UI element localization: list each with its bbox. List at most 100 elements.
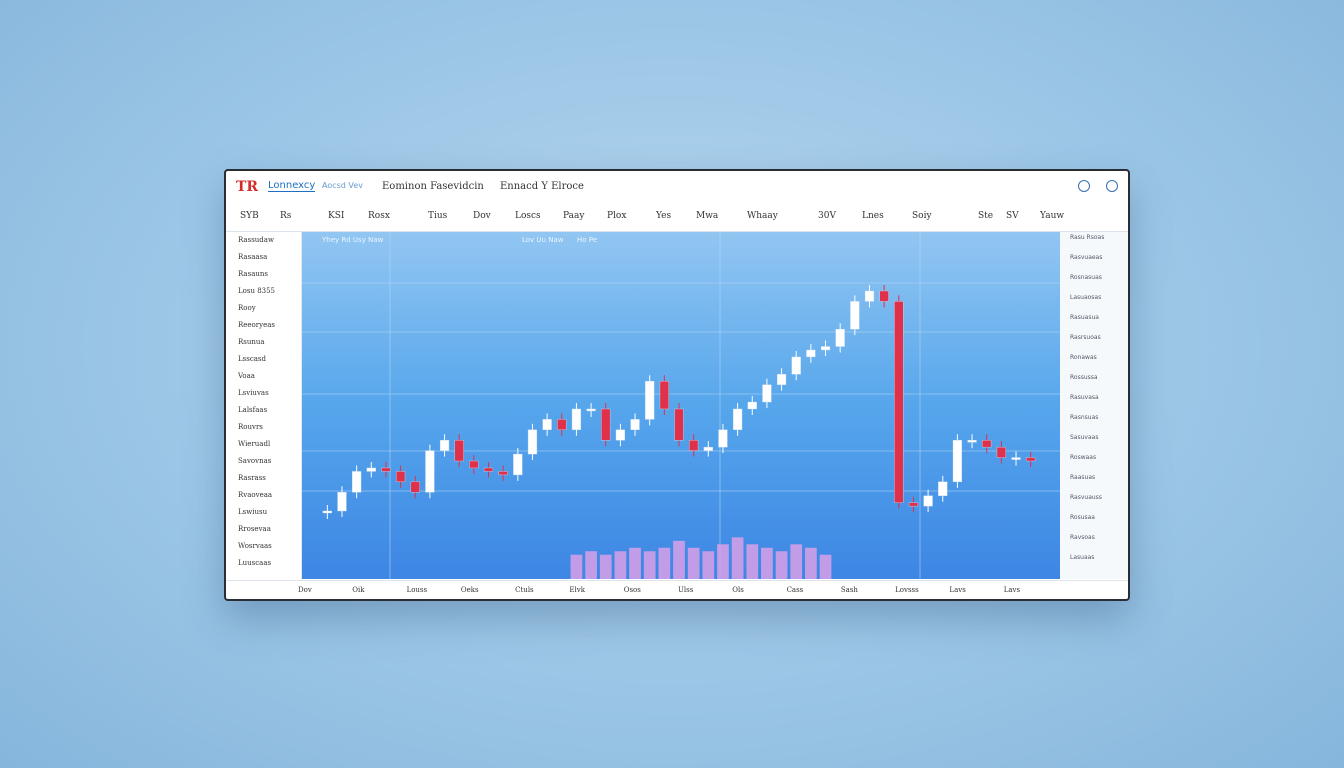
panel-item[interactable]: Rosnasuas — [1070, 274, 1102, 281]
chart-label: Ho Pe — [577, 236, 597, 244]
sidebar-item[interactable]: Rooy — [238, 304, 256, 312]
panel-item[interactable]: Rasuasua — [1070, 314, 1099, 321]
sidebar-item[interactable]: Lalsfaas — [238, 406, 268, 414]
sidebar: Rassudaw Rasaasa Rasauns Losu 8355 Rooy Reeor… — [226, 232, 302, 579]
sidebar-item[interactable]: Lsviuvas — [238, 389, 269, 397]
toolbar-item[interactable]: Loscs — [515, 211, 541, 221]
toolbar-item[interactable]: Yes — [656, 211, 672, 221]
volume-bar — [585, 551, 597, 579]
panel-item[interactable]: Rasu Rsoas — [1070, 234, 1105, 241]
toolbar-item[interactable]: Ste — [978, 211, 994, 221]
brand[interactable]: Lonnexcy — [268, 180, 316, 192]
sidebar-item[interactable]: Rvaoveaa — [238, 491, 273, 499]
toolbar-item[interactable]: 30V — [818, 211, 836, 221]
volume-bar — [717, 544, 729, 579]
candle-body — [689, 439, 699, 451]
candle-body — [586, 408, 596, 412]
panel-item[interactable]: Ronawas — [1070, 354, 1097, 361]
volume-bar — [746, 544, 759, 579]
candle-body — [703, 446, 713, 451]
candle-body — [938, 481, 948, 496]
candle-body — [908, 502, 919, 507]
settings-icon[interactable] — [1078, 180, 1090, 192]
x-axis-label: Oik — [352, 586, 365, 594]
panel-item[interactable]: Sasuvaas — [1070, 434, 1099, 441]
panel-item[interactable]: Rossussa — [1070, 374, 1098, 381]
x-axis-label: Ulss — [678, 586, 694, 594]
sidebar-item[interactable]: Losu 8355 — [238, 287, 276, 295]
sidebar-item[interactable]: Rrosevaa — [238, 525, 271, 533]
sidebar-item[interactable]: Wieruadl — [238, 440, 271, 448]
sidebar-item[interactable]: Rouvrs — [238, 423, 263, 431]
candle-body — [659, 381, 669, 410]
volume-bar — [673, 540, 685, 579]
sidebar-item[interactable]: Luuscaas — [238, 559, 272, 567]
x-axis-label: Elvk — [569, 586, 585, 594]
account-icon[interactable] — [1106, 180, 1118, 192]
sidebar-item[interactable]: Reeoryeas — [238, 321, 275, 329]
volume-bar — [761, 547, 773, 579]
toolbar-item[interactable]: Rs — [280, 211, 292, 221]
volume-bar — [614, 551, 627, 579]
panel-item[interactable]: Ravsoas — [1070, 534, 1095, 541]
panel-item[interactable]: Rasnsuas — [1070, 414, 1099, 421]
app-window: TR Lonnexcy Aocsd Vev Eominon Fasevidcin… — [224, 169, 1130, 601]
candle-body — [645, 381, 655, 420]
volume-bar — [805, 547, 817, 579]
toolbar-item[interactable]: Whaay — [747, 211, 778, 221]
toolbar-item[interactable]: Plox — [607, 211, 627, 221]
panel-item[interactable]: Raasuas — [1070, 474, 1096, 481]
candle-body — [1011, 457, 1021, 460]
candle-body — [601, 408, 611, 441]
chart-label: Lov Uu Naw — [522, 236, 564, 244]
volume-bar — [687, 547, 700, 579]
panel-item[interactable]: Rasrsuoas — [1070, 334, 1101, 341]
panel-item[interactable]: Lasuaosas — [1070, 294, 1102, 301]
toolbar-item[interactable]: Tius — [428, 211, 448, 221]
candle-body — [733, 408, 743, 430]
x-axis-label: Ols — [732, 586, 744, 594]
sidebar-item[interactable]: Voaa — [238, 372, 255, 380]
toolbar-item[interactable]: KSI — [328, 211, 345, 221]
sidebar-item[interactable]: Rsunua — [238, 338, 265, 346]
volume-bar — [731, 537, 744, 579]
logo[interactable]: TR — [236, 179, 259, 195]
candle-body — [395, 471, 406, 483]
chart-label: Yhey Rd Usy Naw — [321, 236, 384, 244]
toolbar-item[interactable]: Rosx — [368, 211, 390, 221]
candle-body — [498, 471, 508, 476]
toolbar-item[interactable]: SYB — [240, 211, 259, 221]
volume-bar — [629, 547, 641, 579]
sidebar-item[interactable]: Rasaasa — [238, 253, 268, 261]
candle-body — [1026, 457, 1036, 462]
toolbar-item[interactable]: Mwa — [696, 211, 719, 221]
panel-item[interactable]: Roswaas — [1070, 454, 1097, 461]
sidebar-item[interactable]: Rassudaw — [238, 236, 274, 244]
volume-bar — [775, 551, 788, 579]
sidebar-item[interactable]: Lsscasd — [238, 355, 266, 363]
toolbar-item[interactable]: Soiy — [912, 211, 932, 221]
menu-item[interactable]: Eominon Fasevidcin — [382, 181, 484, 192]
sidebar-item[interactable]: Lswiusu — [238, 508, 268, 516]
toolbar-item[interactable]: Dov — [473, 211, 491, 221]
panel-item[interactable]: Rosusaa — [1070, 514, 1095, 521]
toolbar-item[interactable]: Lnes — [862, 211, 884, 221]
volume-bar — [658, 547, 671, 579]
x-axis-label: Osos — [623, 586, 641, 594]
candle-body — [337, 492, 347, 512]
panel-item[interactable]: Lasuaas — [1070, 554, 1095, 561]
sidebar-item[interactable]: Savovnas — [238, 457, 272, 465]
sidebar-item[interactable]: Rasauns — [238, 270, 268, 278]
chart-background — [302, 232, 1060, 579]
toolbar-item[interactable]: Paay — [563, 211, 585, 221]
sidebar-item[interactable]: Rasrass — [238, 474, 266, 482]
sidebar-item[interactable]: Wosrvaas — [238, 542, 272, 550]
panel-item[interactable]: Rasvuaeas — [1070, 254, 1103, 261]
menu-item[interactable]: Ennacd Y Elroce — [500, 181, 584, 192]
panel-item[interactable]: Rasvuauss — [1070, 494, 1102, 501]
candle-body — [513, 453, 523, 476]
panel-item[interactable]: Rasuvasa — [1070, 394, 1099, 401]
toolbar-item[interactable]: Yauw — [1040, 211, 1065, 221]
toolbar-item[interactable]: SV — [1006, 211, 1019, 221]
